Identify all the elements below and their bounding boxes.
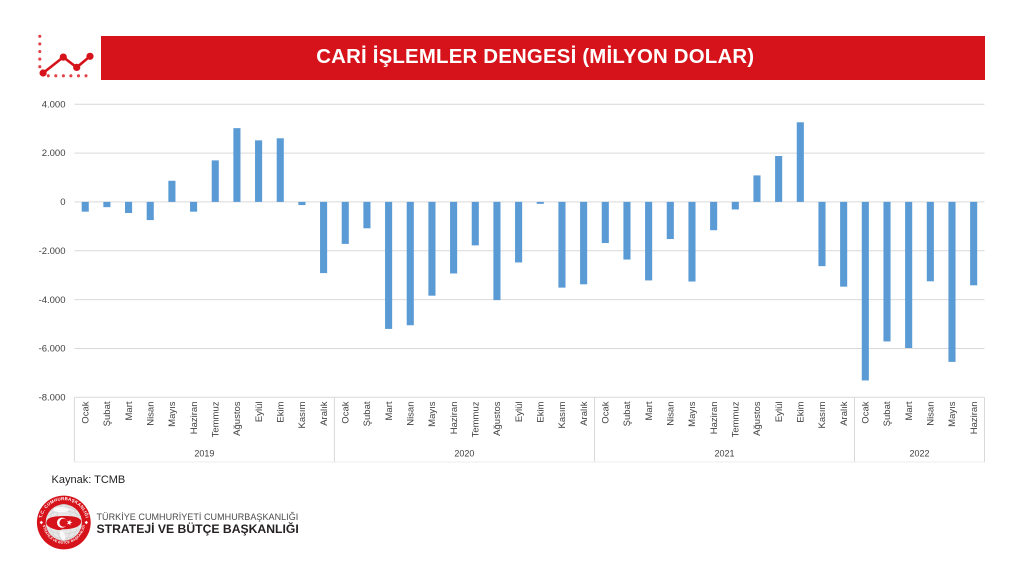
svg-text:Eylül: Eylül [514, 402, 525, 423]
svg-text:Ağustos: Ağustos [752, 401, 763, 436]
svg-text:Eylül: Eylül [774, 402, 785, 423]
svg-text:Temmuz: Temmuz [731, 401, 742, 437]
svg-text:4.000: 4.000 [42, 99, 66, 110]
svg-text:Temmuz: Temmuz [210, 401, 221, 437]
svg-text:Mayıs: Mayıs [167, 401, 178, 427]
svg-text:Ekim: Ekim [275, 401, 286, 422]
svg-text:Ocak: Ocak [80, 401, 91, 423]
svg-text:Mayıs: Mayıs [687, 401, 698, 427]
svg-text:0: 0 [60, 197, 65, 208]
svg-text:Şubat: Şubat [362, 401, 373, 426]
svg-text:Aralık: Aralık [319, 401, 330, 426]
svg-text:Aralık: Aralık [579, 401, 590, 426]
svg-text:Haziran: Haziran [449, 402, 460, 435]
svg-text:Ocak: Ocak [600, 401, 611, 423]
svg-text:Nisan: Nisan [926, 402, 937, 426]
svg-text:Ocak: Ocak [340, 401, 351, 423]
svg-text:Kasım: Kasım [557, 401, 568, 428]
svg-text:2020: 2020 [454, 449, 474, 459]
svg-text:Ağustos: Ağustos [232, 401, 243, 436]
svg-text:Mart: Mart [644, 401, 655, 420]
svg-text:-2.000: -2.000 [39, 246, 66, 257]
svg-text:Kasım: Kasım [297, 401, 308, 428]
svg-text:-4.000: -4.000 [39, 295, 66, 306]
svg-text:2019: 2019 [194, 449, 214, 459]
svg-text:Nisan: Nisan [145, 402, 156, 426]
svg-text:Şubat: Şubat [102, 401, 113, 426]
svg-text:Aralık: Aralık [839, 401, 850, 426]
svg-text:Mart: Mart [124, 401, 135, 420]
svg-text:Mayıs: Mayıs [427, 401, 438, 427]
svg-text:Ocak: Ocak [861, 401, 872, 423]
svg-text:Mart: Mart [384, 401, 395, 420]
svg-text:Ekim: Ekim [535, 401, 546, 422]
svg-text:Temmuz: Temmuz [470, 401, 481, 437]
svg-text:Nisan: Nisan [405, 402, 416, 426]
svg-text:Mayıs: Mayıs [947, 401, 958, 427]
svg-text:Şubat: Şubat [622, 401, 633, 426]
svg-text:Şubat: Şubat [882, 401, 893, 426]
svg-text:2022: 2022 [909, 449, 929, 459]
svg-text:-8.000: -8.000 [39, 393, 66, 404]
svg-text:Ağustos: Ağustos [492, 401, 503, 436]
svg-text:Haziran: Haziran [709, 402, 720, 435]
svg-text:Eylül: Eylül [254, 402, 265, 423]
svg-text:Kasım: Kasım [817, 401, 828, 428]
svg-text:Mart: Mart [904, 401, 915, 420]
svg-text:Ekim: Ekim [796, 401, 807, 422]
svg-text:2.000: 2.000 [42, 148, 66, 159]
svg-text:Haziran: Haziran [969, 402, 980, 435]
svg-text:Nisan: Nisan [666, 402, 677, 426]
svg-text:-6.000: -6.000 [39, 344, 66, 355]
svg-text:Haziran: Haziran [189, 402, 200, 435]
svg-text:2021: 2021 [714, 449, 734, 459]
